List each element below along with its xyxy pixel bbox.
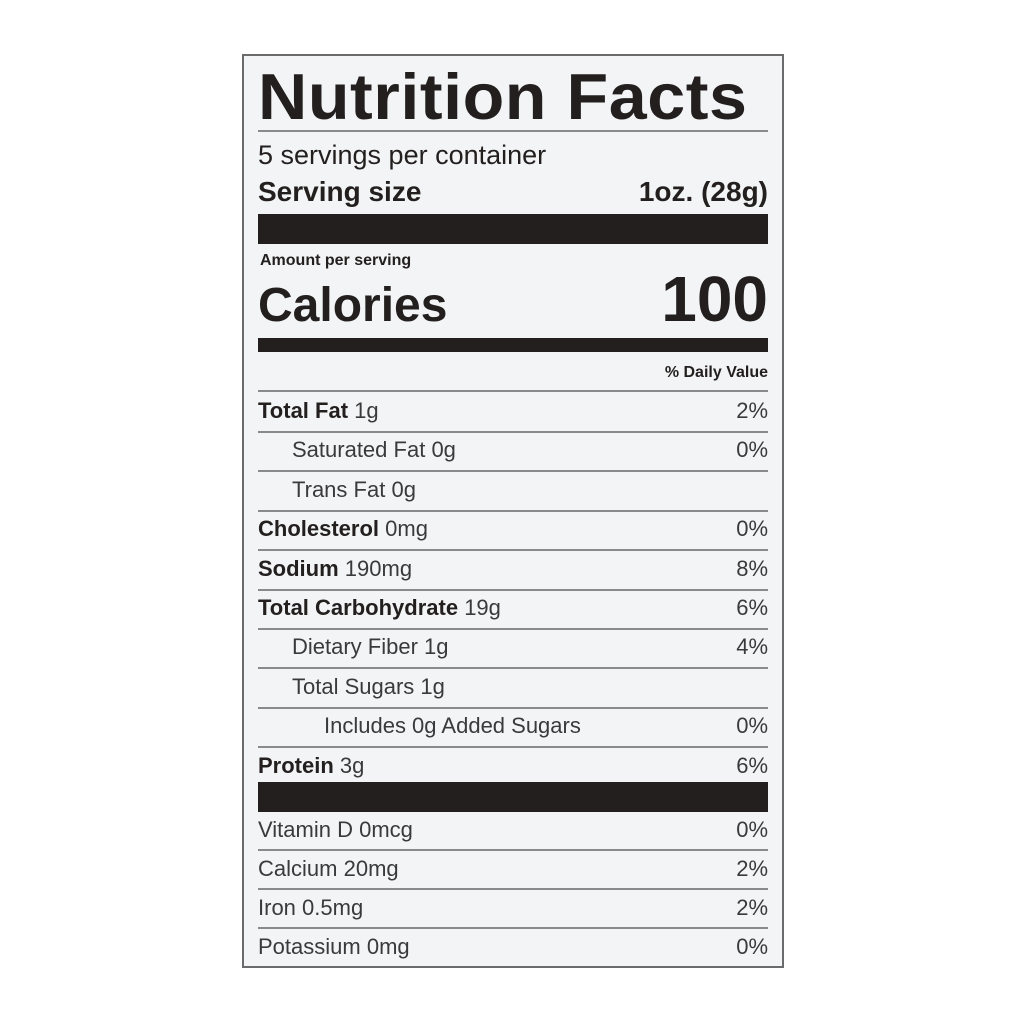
vitamin-daily-value: 2%: [736, 895, 768, 920]
divider: [258, 431, 768, 433]
nutrient-label: Includes 0g Added Sugars: [258, 711, 581, 741]
nutrient-name: Total Sugars: [292, 673, 415, 699]
nutrient-row: Cholesterol 0mg 0%: [258, 514, 768, 544]
vitamin-name: Calcium: [258, 856, 338, 881]
nutrient-daily-value: 6%: [736, 752, 768, 778]
vitamin-daily-value: 0%: [736, 934, 768, 959]
divider: [258, 470, 768, 473]
vitamin-amount: 0.5mg: [302, 895, 364, 920]
divider: [258, 390, 768, 392]
servings-per-container: 5 servings per container: [258, 140, 547, 170]
nutrient-label: Saturated Fat 0g: [258, 435, 456, 465]
nutrient-daily-value: 2%: [736, 398, 768, 423]
vitamin-row: Potassium 0mg 0%: [258, 932, 768, 962]
nutrient-name: Includes 0g Added Sugars: [324, 713, 581, 739]
vitamin-label: Potassium 0mg: [258, 932, 410, 962]
nutrient-label: Sodium 190mg: [258, 554, 412, 584]
divider: [258, 706, 768, 709]
nutrient-name: Cholesterol: [258, 516, 380, 542]
divider: [258, 588, 768, 591]
divider: [258, 667, 768, 670]
nutrient-row: Total Fat 1g 2%: [258, 396, 768, 426]
nutrient-daily-value: 0%: [736, 516, 768, 542]
nutrient-amount: 1g: [420, 673, 445, 699]
nutrient-daily-value: 6%: [736, 595, 768, 620]
nutrient-amount: 1g: [424, 634, 449, 660]
nutrient-row: Trans Fat 0g: [258, 475, 768, 505]
nutrient-amount: 1g: [354, 398, 379, 423]
nutrient-row: Total Carbohydrate 19g 6%: [258, 593, 768, 623]
vitamin-label: Vitamin D 0mcg: [258, 815, 413, 845]
nutrition-facts-panel: Nutrition Facts 5 servings per container…: [242, 54, 784, 968]
medium-divider: [258, 338, 768, 352]
title: Nutrition Facts: [258, 60, 748, 133]
vitamin-amount: 0mcg: [359, 817, 413, 842]
nutrient-amount: 3g: [339, 752, 365, 778]
vitamin-name: Vitamin D: [258, 817, 353, 842]
vitamin-amount: 0mg: [366, 934, 410, 959]
divider: [258, 746, 768, 749]
serving-size-value: 1oz. (28g): [638, 176, 768, 207]
thick-divider: [258, 214, 768, 244]
divider: [258, 628, 768, 630]
vitamin-label: Iron 0.5mg: [258, 893, 363, 923]
nutrient-name: Trans Fat: [292, 476, 386, 502]
nutrient-label: Total Sugars 1g: [258, 672, 445, 702]
vitamin-row: Calcium 20mg 2%: [258, 854, 768, 884]
vitamin-name: Potassium: [258, 934, 361, 959]
nutrient-daily-value: 8%: [736, 555, 768, 581]
nutrient-row: Protein 3g 6%: [258, 751, 768, 781]
divider: [258, 509, 768, 512]
vitamin-row: Iron 0.5mg 2%: [258, 893, 768, 923]
vitamin-name: Iron: [258, 895, 296, 920]
nutrient-amount: 0g: [391, 476, 416, 502]
nutrient-row: Saturated Fat 0g 0%: [258, 435, 768, 465]
vitamin-amount: 20mg: [343, 856, 399, 881]
daily-value-header: % Daily Value: [664, 364, 768, 381]
nutrient-label: Dietary Fiber 1g: [258, 632, 449, 662]
divider: [258, 130, 768, 132]
nutrient-row: Sodium 190mg 8%: [258, 554, 768, 584]
vitamin-daily-value: 2%: [736, 856, 768, 881]
nutrient-amount: 0mg: [385, 516, 428, 542]
nutrient-daily-value: 0%: [736, 713, 768, 739]
nutrient-row: Total Sugars 1g: [258, 672, 768, 702]
divider: [258, 549, 768, 552]
nutrient-name: Total Carbohydrate: [258, 595, 459, 620]
nutrient-amount: 19g: [464, 595, 501, 620]
nutrient-label: Total Fat 1g: [258, 396, 379, 426]
nutrient-label: Total Carbohydrate 19g: [258, 593, 501, 623]
nutrient-row: Includes 0g Added Sugars 0%: [258, 711, 768, 741]
vitamin-daily-value: 0%: [736, 817, 768, 842]
serving-size-label: Serving size: [258, 176, 422, 207]
nutrient-name: Sodium: [258, 555, 339, 581]
nutrient-name: Saturated Fat: [292, 437, 426, 463]
nutrient-label: Trans Fat 0g: [258, 475, 416, 505]
vitamin-row: Vitamin D 0mcg 0%: [258, 815, 768, 845]
divider: [258, 849, 768, 851]
vitamin-label: Calcium 20mg: [258, 854, 399, 884]
nutrient-daily-value: 0%: [736, 437, 768, 463]
thick-divider: [258, 782, 768, 812]
calories-label: Calories: [258, 279, 448, 332]
nutrient-daily-value: 4%: [736, 634, 768, 660]
nutrient-row: Dietary Fiber 1g 4%: [258, 632, 768, 662]
nutrient-name: Protein: [258, 752, 334, 778]
nutrient-amount: 190mg: [344, 555, 413, 581]
divider: [258, 927, 768, 929]
nutrient-name: Dietary Fiber: [292, 634, 418, 660]
divider: [258, 888, 768, 890]
nutrient-label: Protein 3g: [258, 751, 364, 781]
nutrient-label: Cholesterol 0mg: [258, 514, 428, 544]
calories-value: 100: [661, 263, 768, 335]
nutrient-name: Total Fat: [258, 398, 349, 423]
amount-per-serving: Amount per serving: [260, 252, 412, 269]
nutrient-amount: 0g: [431, 437, 456, 463]
